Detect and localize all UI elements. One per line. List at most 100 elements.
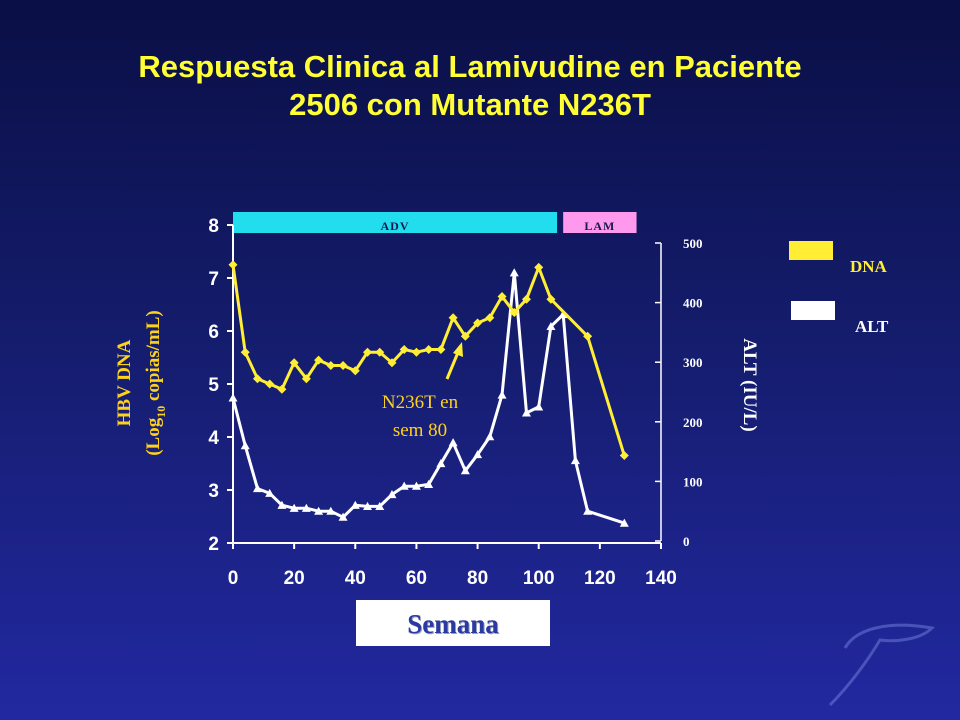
y-tick-left-label: 8 [208, 216, 219, 237]
y-axis-left-label-sub: 10 [154, 406, 168, 418]
point-alt [583, 506, 593, 515]
point-alt [399, 481, 409, 490]
treatment-bands: ADV LAM [233, 212, 637, 233]
x-tick-label: 80 [467, 568, 488, 589]
y-tick-right-label: 500 [683, 236, 703, 251]
point-alt [411, 481, 421, 490]
x-tick-label: 60 [406, 568, 427, 589]
point-dna [277, 384, 287, 394]
point-dna [338, 360, 348, 370]
y-tick-left-label: 2 [208, 534, 219, 555]
y-tick-left-label: 6 [208, 322, 219, 343]
series-layer [228, 260, 629, 527]
point-alt [240, 441, 250, 450]
point-alt [350, 500, 360, 509]
annotation-line1: N236T en [382, 392, 459, 413]
point-alt [363, 501, 373, 511]
point-alt [326, 506, 336, 515]
y-tick-right-label: 400 [683, 296, 703, 311]
point-alt [436, 459, 446, 468]
title-line-2: 2506 con Mutante N236T [289, 87, 651, 122]
point-alt [558, 310, 568, 319]
point-dna [228, 260, 238, 270]
x-tick-label: 120 [584, 568, 616, 589]
x-tick-label: 140 [645, 568, 677, 589]
band-lam [563, 212, 637, 233]
point-dna [509, 307, 519, 317]
point-dna [240, 347, 250, 357]
legend-label-dna: DNA [850, 257, 888, 276]
annotation: N236T en sem 80 [382, 342, 463, 441]
point-alt [301, 503, 311, 512]
point-dna [473, 318, 483, 328]
slide-title: Respuesta Clinica al Lamivudine en Pacie… [0, 48, 940, 124]
x-tick-label: 0 [228, 568, 239, 589]
point-alt [314, 506, 324, 515]
point-alt [252, 484, 262, 493]
x-tick-label: 20 [284, 568, 305, 589]
point-alt [424, 479, 434, 488]
y-axis-left-label-pre: (Log [143, 417, 164, 456]
y-tick-left-label: 7 [208, 269, 219, 290]
x-axis-label: Semana [407, 609, 499, 639]
y-axis-right-label: ALT (IU/L) [739, 338, 760, 431]
point-alt [448, 438, 458, 447]
legend-label-alt: ALT [855, 317, 889, 336]
point-alt [473, 450, 483, 459]
y-axis-left-label-post: copias/mL) [143, 310, 164, 406]
point-alt [460, 466, 470, 475]
point-alt [338, 512, 348, 521]
y-tick-right-label: 100 [683, 474, 703, 489]
point-alt [619, 518, 629, 527]
point-dna [265, 379, 275, 389]
annotation-arrow-head [453, 342, 463, 357]
point-dna [363, 347, 373, 357]
point-dna [497, 292, 507, 302]
point-dna [387, 358, 397, 368]
band-label-lam: LAM [584, 219, 615, 233]
series-dna [228, 260, 629, 461]
x-axis-label-box: Semana [356, 600, 550, 646]
point-alt [485, 432, 495, 441]
point-dna [399, 345, 409, 355]
point-dna [448, 313, 458, 323]
y-tick-left-label: 3 [208, 481, 219, 502]
y-axis-left-label-line1: HBV DNA [114, 339, 135, 426]
y-tick-left-label: 5 [208, 375, 219, 396]
title-line-1: Respuesta Clinica al Lamivudine en Pacie… [138, 49, 802, 84]
point-dna [326, 360, 336, 370]
point-alt [509, 268, 519, 277]
x-tick-label: 100 [523, 568, 555, 589]
point-alt [546, 321, 556, 331]
y-tick-right-label: 0 [683, 534, 690, 549]
band-adv [233, 212, 558, 233]
point-alt [277, 500, 287, 509]
point-alt [570, 456, 580, 465]
band-label-adv: ADV [381, 219, 410, 233]
legend: DNA ALT [789, 241, 889, 336]
point-alt [534, 402, 544, 411]
legend-swatch-dna [789, 241, 833, 260]
annotation-arrow-shaft [445, 349, 461, 380]
point-dna [619, 451, 629, 461]
point-alt [265, 488, 275, 497]
point-alt [289, 503, 299, 512]
point-dna [546, 294, 556, 304]
point-alt [228, 393, 238, 402]
point-dna [301, 374, 311, 384]
point-dna [411, 347, 421, 357]
point-dna [534, 262, 544, 272]
legend-swatch-alt [791, 301, 835, 320]
annotation-line2: sem 80 [393, 420, 447, 441]
y-tick-right-label: 200 [683, 415, 703, 430]
point-dna [375, 347, 385, 357]
y-axis-left-label: HBV DNA (Log10 copias/mL) [114, 310, 168, 456]
point-dna [460, 331, 470, 341]
point-dna [436, 345, 446, 355]
point-dna [289, 358, 299, 368]
point-dna [521, 294, 531, 304]
point-alt [387, 490, 397, 499]
point-dna [252, 374, 262, 384]
